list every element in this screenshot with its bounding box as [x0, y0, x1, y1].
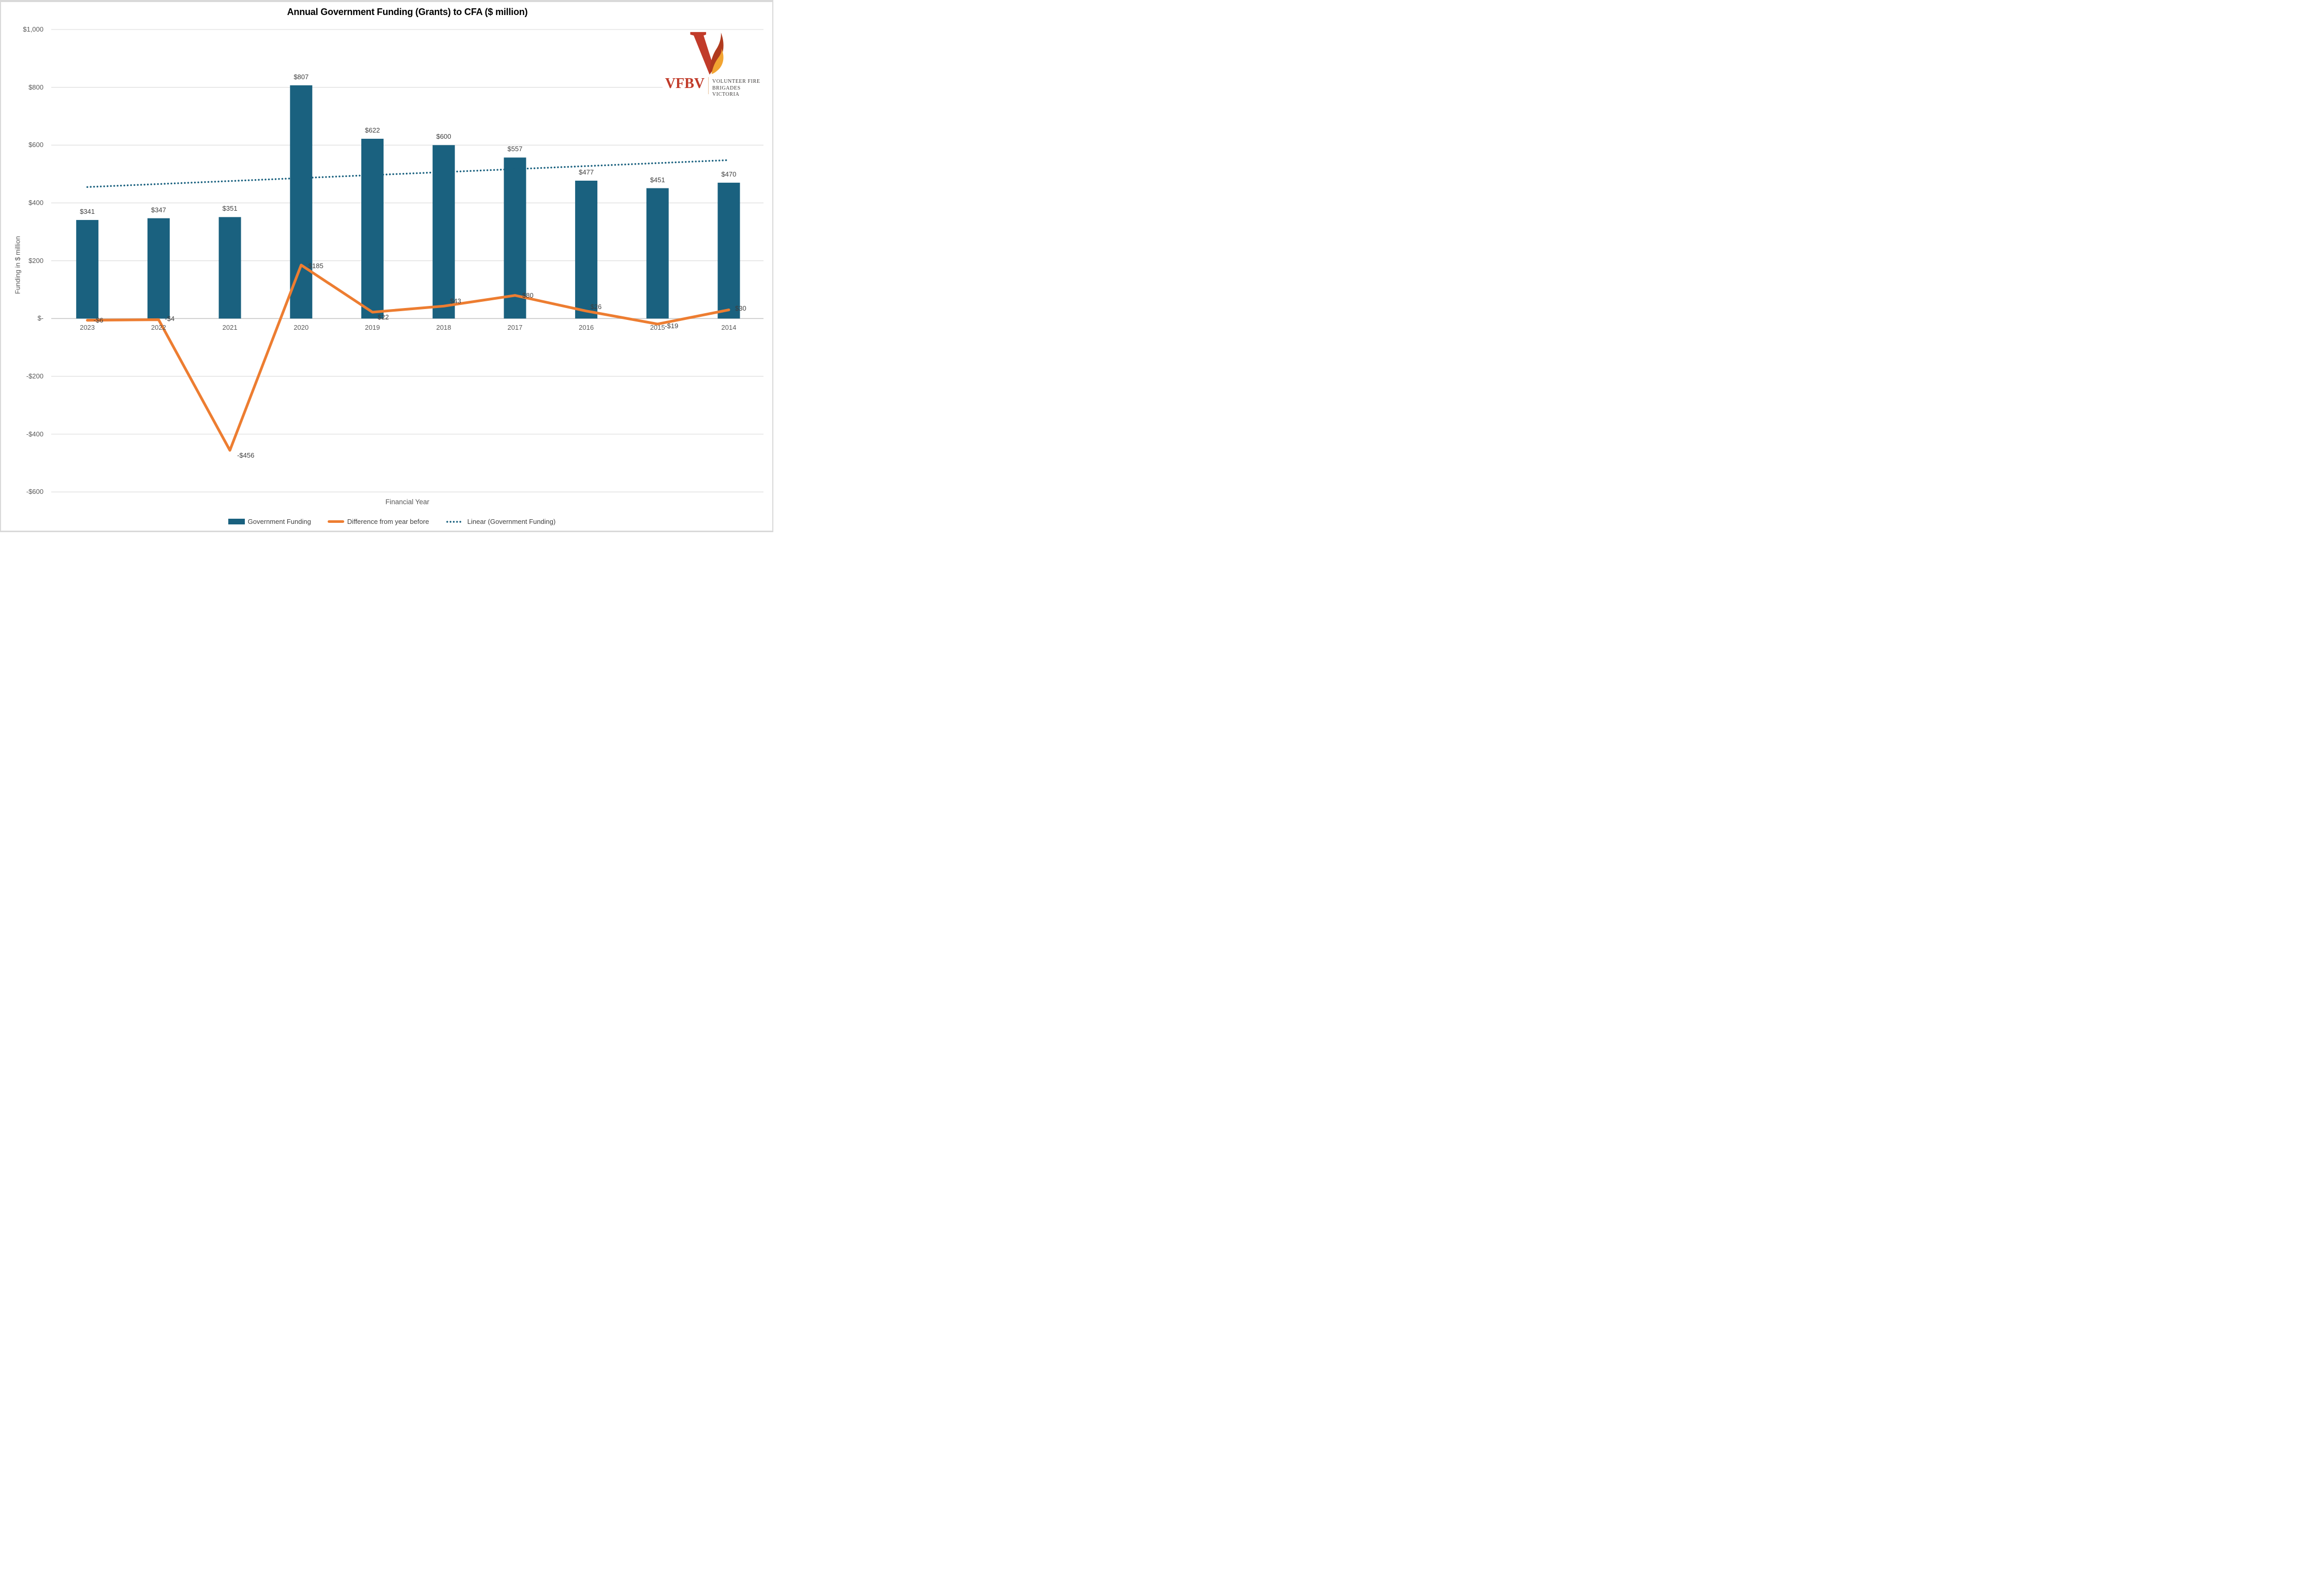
x-axis-title: Financial Year — [385, 498, 430, 506]
bar-government-funding — [575, 180, 598, 319]
bar-government-funding — [361, 139, 384, 319]
bar-government-funding — [432, 145, 455, 319]
chart-canvas: Annual Government Funding (Grants) to CF… — [0, 0, 773, 532]
vfbv-acronym: VFBV — [665, 76, 705, 92]
legend-swatch-line — [327, 520, 344, 523]
bar-government-funding — [504, 157, 526, 319]
bar-government-funding — [646, 188, 669, 319]
logo-divider — [708, 77, 709, 94]
legend-item-linear-trend: Linear (Government Funding) — [446, 518, 556, 525]
legend-item-government-funding: Government Funding — [228, 518, 311, 525]
chart-legend: Government Funding Difference from year … — [51, 518, 763, 525]
bar-government-funding — [147, 218, 170, 319]
chart-title: Annual Government Funding (Grants) to CF… — [287, 7, 528, 17]
difference-line — [86, 263, 730, 452]
legend-label-linear-trend: Linear (Government Funding) — [467, 518, 556, 525]
org-line-2: BRIGADES VICTORIA — [712, 85, 741, 98]
legend-swatch-dotted — [446, 520, 464, 523]
flame-dark-blade — [709, 32, 724, 75]
window-border-top — [0, 0, 773, 2]
bar-government-funding — [218, 217, 241, 319]
window-border-bottom — [0, 531, 773, 532]
y-axis-title: Funding in $ million — [13, 236, 22, 295]
vfbv-logo: VFBV VOLUNTEER FIRE BRIGADES VICTORIA — [663, 30, 769, 97]
bar-government-funding — [290, 85, 313, 319]
bar-government-funding — [76, 219, 99, 319]
window-border-right — [772, 0, 773, 532]
plot-area — [51, 29, 763, 492]
bar-government-funding — [717, 182, 740, 319]
trend-line — [86, 159, 729, 188]
legend-label-difference: Difference from year before — [347, 518, 429, 525]
flame-v-left-stroke — [690, 32, 713, 75]
legend-swatch-bar — [228, 519, 245, 524]
window-border-left — [0, 0, 1, 532]
flame-orange-blade — [711, 48, 724, 75]
org-line-1: VOLUNTEER FIRE — [712, 79, 760, 84]
legend-item-difference: Difference from year before — [327, 518, 429, 525]
vfbv-flame-icon — [690, 32, 724, 75]
vfbv-org-name: VOLUNTEER FIRE BRIGADES VICTORIA — [712, 79, 769, 98]
legend-label-government-funding: Government Funding — [247, 518, 311, 525]
